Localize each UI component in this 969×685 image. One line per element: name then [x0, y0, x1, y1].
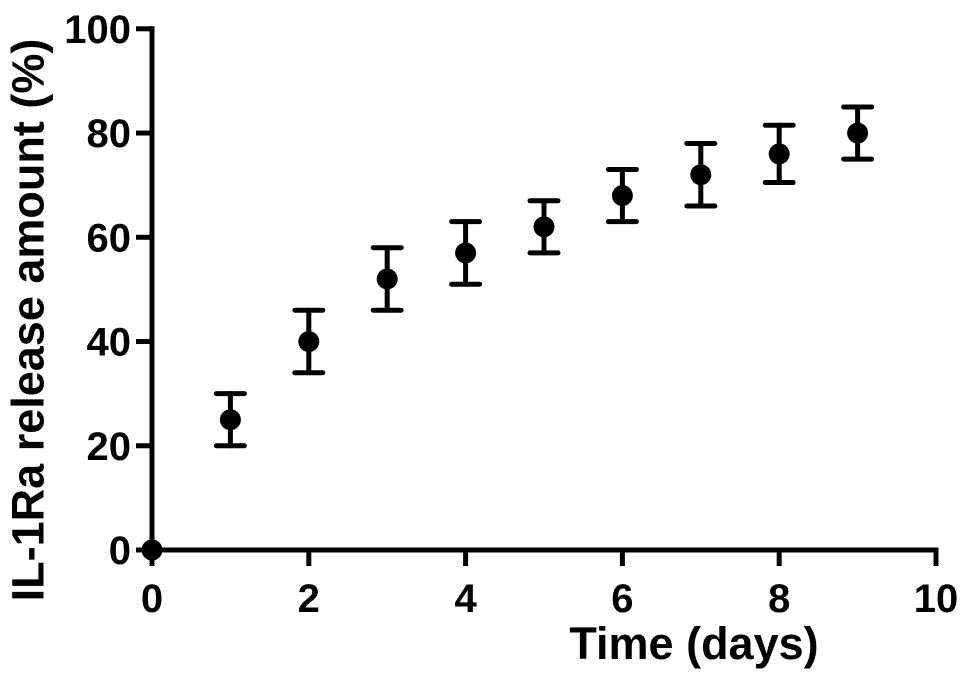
- y-tick-label: 80: [87, 112, 132, 156]
- data-point-marker: [141, 539, 163, 561]
- data-point-marker: [455, 242, 477, 264]
- data-point-marker: [768, 143, 790, 165]
- tick-labels: 0 20 40 60 80 100 0 2 4 6 8 10: [64, 8, 958, 621]
- axes: [136, 26, 939, 566]
- data-point-marker: [376, 268, 398, 290]
- data-point-marker: [298, 331, 320, 353]
- data-point-marker: [611, 185, 633, 207]
- x-tick-label: 6: [611, 577, 633, 621]
- y-axis-title: IL-1Ra release amount (%): [2, 38, 54, 602]
- data-point-marker: [219, 409, 241, 431]
- x-tick-label: 4: [454, 577, 477, 621]
- data-point-marker: [533, 216, 555, 238]
- series-il1ra-release: [141, 104, 875, 561]
- y-tick-label: 20: [87, 425, 132, 469]
- x-tick-label: 0: [141, 577, 163, 621]
- y-tick-label: 40: [87, 321, 132, 365]
- x-tick-label: 2: [298, 577, 320, 621]
- data-point-marker: [847, 122, 869, 144]
- y-tick-label: 0: [109, 529, 131, 573]
- y-tick-label: 60: [87, 216, 132, 260]
- x-tick-label: 10: [914, 577, 959, 621]
- y-tick-label: 100: [64, 8, 131, 52]
- x-tick-label: 8: [768, 577, 790, 621]
- data-point-marker: [690, 164, 712, 186]
- x-axis-title: Time (days): [569, 618, 819, 669]
